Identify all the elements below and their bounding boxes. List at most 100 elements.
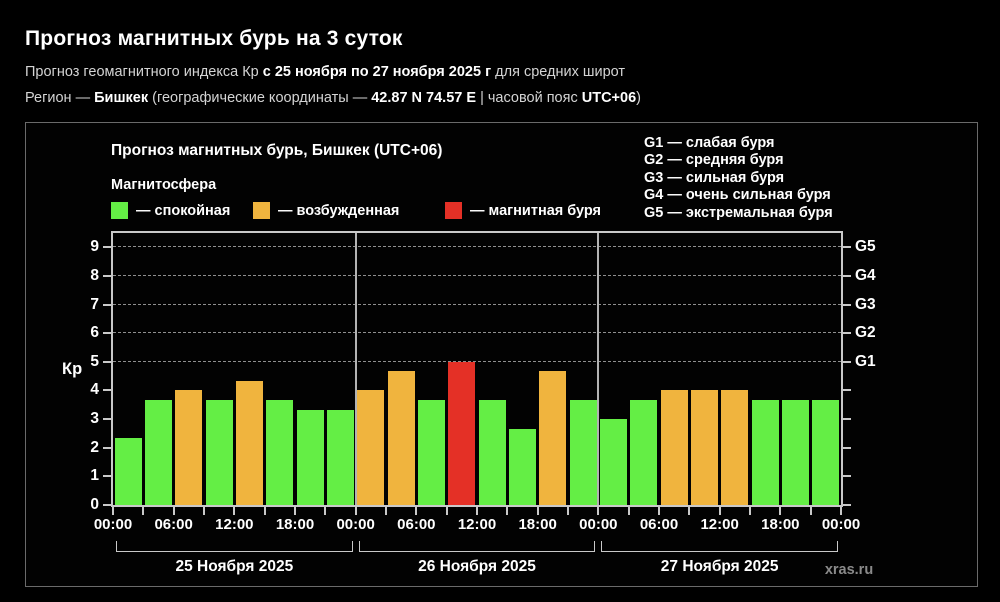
gridline-kp9 — [113, 246, 841, 248]
kp-bar — [660, 390, 688, 505]
y-axis-label: 1 — [90, 467, 99, 485]
time-label: 18:00 — [761, 516, 800, 533]
subtitle-bold-text: с 25 ноября по 27 ноября 2025 г — [262, 64, 492, 80]
y-axis-tick — [843, 418, 851, 421]
x-axis-tick — [385, 507, 387, 515]
day-bracket — [116, 541, 353, 552]
page-subtitle-region: Регион — Бишкек (географические координа… — [25, 90, 641, 106]
kp-bar — [782, 399, 809, 505]
x-axis-tick — [506, 507, 509, 515]
time-label: 00:00 — [821, 516, 861, 533]
day-bracket — [601, 541, 838, 552]
subtitle-text: (географические координаты — — [148, 90, 372, 106]
y-axis-tick — [843, 446, 851, 449]
y-axis-tick — [103, 418, 111, 421]
day-separator-line — [597, 233, 600, 505]
day-separator-line — [354, 233, 357, 505]
g-legend-line: G4 — очень сильная буря — [644, 187, 831, 204]
x-axis-tick — [415, 507, 418, 515]
gridline-kp8 — [113, 274, 841, 276]
date-label: 26 Ноября 2025 — [418, 558, 536, 575]
g-legend-line: G1 — слабая буря — [644, 135, 775, 151]
kp-bar — [205, 399, 233, 505]
y-axis-label: 4 — [90, 381, 99, 399]
x-axis-tick — [172, 507, 175, 515]
gridline-kp7 — [113, 303, 841, 305]
chart-title: Прогноз магнитных бурь, Бишкек (UTC+06) — [111, 142, 443, 159]
y-axis-title: Кр — [62, 360, 83, 378]
g-legend-line: G3 — сильная буря — [644, 169, 785, 186]
subtitle-bold-text: UTC+06 — [581, 90, 637, 106]
legend-item-excited: — возбужденная — [253, 202, 399, 219]
y-axis-tick — [103, 360, 111, 363]
day-bracket — [358, 541, 596, 552]
subtitle-bold-text: Бишкек — [94, 90, 149, 106]
g-axis-label: G5 — [855, 238, 876, 256]
kp-bar — [387, 371, 415, 505]
kp-bar — [327, 409, 354, 505]
x-axis-tick — [688, 507, 691, 515]
kp-bar — [569, 399, 597, 505]
y-axis-label: 9 — [90, 238, 99, 256]
chart-card: Прогноз магнитных бурь, Бишкек (UTC+06) … — [25, 122, 978, 587]
kp-bar — [296, 409, 324, 505]
subtitle-text: | часовой пояс — [476, 90, 582, 106]
y-axis-tick — [103, 332, 111, 335]
x-axis-tick — [294, 507, 296, 515]
x-axis-tick — [809, 507, 812, 515]
legend-title: Магнитосфера — [111, 177, 217, 193]
g-axis-label: G1 — [855, 352, 876, 370]
time-label: 18:00 — [518, 516, 557, 533]
legend-item-label: — возбужденная — [278, 202, 400, 219]
x-axis-tick — [597, 507, 600, 515]
y-axis-tick — [103, 274, 111, 277]
kp-bar — [357, 390, 385, 505]
kp-bar — [236, 381, 263, 505]
y-axis-tick — [103, 303, 111, 306]
y-axis-tick — [843, 274, 851, 277]
y-axis-tick — [843, 389, 851, 392]
y-axis-tick — [103, 475, 111, 478]
x-axis-tick — [627, 507, 630, 515]
y-axis-label: 5 — [90, 352, 99, 370]
legend-item-label: — спокойная — [136, 202, 231, 219]
kp-bar — [448, 361, 476, 505]
x-axis-tick — [476, 507, 478, 515]
g-legend-line: G5 — экстремальная буря — [644, 204, 833, 221]
quiet-swatch-icon — [111, 202, 128, 219]
y-axis-label: 0 — [90, 496, 99, 513]
g-legend-line: G2 — средняя буря — [644, 152, 784, 169]
date-label: 25 Ноября 2025 — [175, 558, 294, 575]
x-axis-tick — [324, 507, 327, 515]
page-subtitle-forecast-range: Прогноз геомагнитного индекса Кр с 25 но… — [25, 64, 625, 80]
kp-bar — [691, 390, 718, 505]
x-axis-tick — [112, 507, 114, 515]
kp-bar — [114, 438, 142, 505]
x-axis-tick — [263, 507, 266, 515]
subtitle-text: для средних широт — [491, 64, 626, 80]
y-axis-tick — [103, 389, 111, 392]
g-scale-legend: G1 — слабая буря G2 — средняя буря G3 — … — [644, 135, 833, 222]
g-axis-label: G3 — [855, 295, 876, 313]
y-axis-label: 2 — [90, 438, 99, 456]
time-label: 12:00 — [457, 516, 497, 533]
time-label: 06:00 — [639, 516, 679, 533]
kp-bar — [145, 399, 172, 505]
x-axis-tick — [536, 507, 539, 515]
kp-bar — [751, 399, 779, 505]
y-axis-tick — [103, 246, 111, 249]
gridline-kp5 — [113, 360, 841, 362]
storm-swatch-icon — [445, 202, 462, 219]
subtitle-bold-text: 42.87 N 74.57 E — [371, 90, 477, 106]
kp-bar — [266, 399, 294, 505]
kp-bar — [175, 390, 203, 505]
x-axis-tick — [354, 507, 357, 515]
kp-bar — [721, 390, 749, 505]
subtitle-text: ) — [636, 90, 641, 106]
kp-bar — [600, 419, 627, 505]
page-title: Прогноз магнитных бурь на 3 суток — [25, 27, 403, 50]
x-axis-tick — [567, 507, 569, 515]
kp-bar — [539, 371, 567, 505]
x-axis-tick — [840, 507, 842, 515]
